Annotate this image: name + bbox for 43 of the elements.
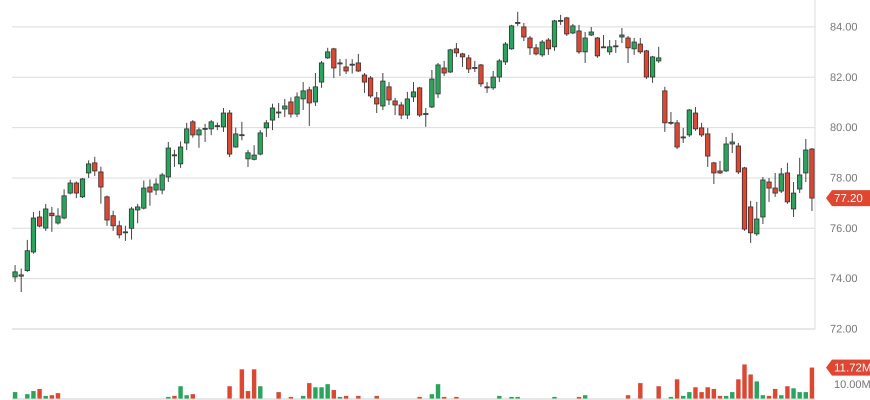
y-tick-label: 72.00 [830, 324, 858, 336]
bar [638, 383, 643, 399]
bar [12, 392, 18, 399]
bar [810, 368, 814, 399]
candlestick [460, 52, 466, 68]
bar [785, 386, 790, 399]
bar [656, 386, 661, 399]
candlestick [619, 27, 625, 44]
candlestick [318, 60, 324, 88]
candlestick [98, 166, 104, 204]
bar [50, 395, 54, 399]
bar [240, 369, 244, 399]
bar [430, 394, 434, 399]
bar [252, 369, 256, 399]
candlestick [515, 11, 520, 26]
candlestick [588, 26, 594, 36]
text: 77.20 [834, 193, 863, 206]
candlestick [797, 157, 802, 194]
bar [276, 392, 281, 399]
bar [582, 395, 588, 399]
bar [748, 374, 753, 399]
y-tick-label: 74.00 [830, 273, 858, 286]
bar [258, 386, 262, 399]
bar [227, 386, 232, 399]
y-tick-label: 76.00 [830, 222, 858, 235]
bar [736, 379, 741, 399]
candlestick [521, 22, 526, 42]
candlestick [264, 120, 269, 138]
bar [37, 388, 42, 399]
y-tick-label: 82.00 [830, 72, 858, 84]
bar [332, 390, 336, 399]
bar [772, 388, 778, 399]
bar [313, 387, 318, 399]
y-tick-label: 78.00 [830, 172, 858, 184]
bar [307, 383, 312, 399]
bar [779, 395, 784, 399]
y-tick-label: 84.00 [830, 21, 858, 34]
text: 10.00M [834, 379, 870, 391]
bar [674, 379, 680, 399]
y-tick-label: 80.00 [830, 122, 858, 134]
candlestick [343, 58, 349, 75]
bar [190, 394, 196, 399]
candlestick [258, 130, 263, 156]
